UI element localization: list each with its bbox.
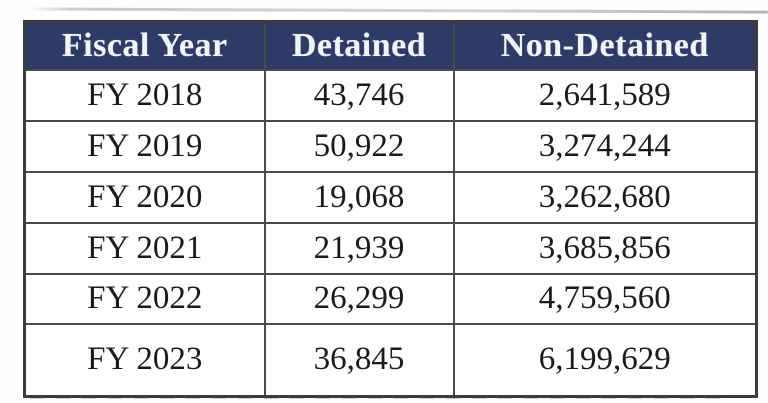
cell-non-detained: 3,262,680 bbox=[452, 170, 758, 224]
cell-detained: 21,939 bbox=[263, 221, 455, 275]
cell-non-detained: 4,759,560 bbox=[452, 272, 758, 325]
cell-non-detained: 2,641,589 bbox=[452, 68, 758, 122]
cell-non-detained: 3,274,244 bbox=[452, 119, 758, 173]
cell-fiscal-year: FY 2018 bbox=[23, 68, 266, 122]
cell-non-detained: 6,199,629 bbox=[452, 322, 758, 398]
cell-fiscal-year: FY 2019 bbox=[23, 119, 266, 173]
cell-fiscal-year: FY 2020 bbox=[23, 170, 266, 224]
column-header-detained: Detained bbox=[263, 20, 455, 71]
fiscal-year-table: Fiscal Year Detained Non-Detained FY 201… bbox=[23, 20, 758, 398]
cell-detained: 26,299 bbox=[263, 272, 455, 325]
column-header-non-detained: Non-Detained bbox=[452, 20, 758, 71]
table-header-row: Fiscal Year Detained Non-Detained bbox=[23, 20, 758, 71]
scan-artifact-top bbox=[27, 7, 768, 14]
cell-fiscal-year: FY 2022 bbox=[23, 272, 266, 325]
cell-fiscal-year: FY 2023 bbox=[23, 322, 266, 398]
table-row: FY 2023 36,845 6,199,629 bbox=[23, 322, 758, 398]
table-row: FY 2019 50,922 3,274,244 bbox=[23, 119, 758, 173]
cell-detained: 50,922 bbox=[263, 119, 455, 173]
table-row: FY 2022 26,299 4,759,560 bbox=[23, 272, 758, 325]
cell-detained: 19,068 bbox=[263, 170, 455, 224]
cell-non-detained: 3,685,856 bbox=[452, 221, 758, 275]
table-row: FY 2020 19,068 3,262,680 bbox=[23, 170, 758, 224]
table-row: FY 2018 43,746 2,641,589 bbox=[23, 68, 758, 122]
cell-fiscal-year: FY 2021 bbox=[23, 221, 266, 275]
scan-artifact-bottom bbox=[30, 397, 730, 399]
column-header-fiscal-year: Fiscal Year bbox=[23, 20, 266, 71]
cell-detained: 43,746 bbox=[263, 68, 455, 122]
cell-detained: 36,845 bbox=[263, 322, 455, 398]
table-row: FY 2021 21,939 3,685,856 bbox=[23, 221, 758, 275]
